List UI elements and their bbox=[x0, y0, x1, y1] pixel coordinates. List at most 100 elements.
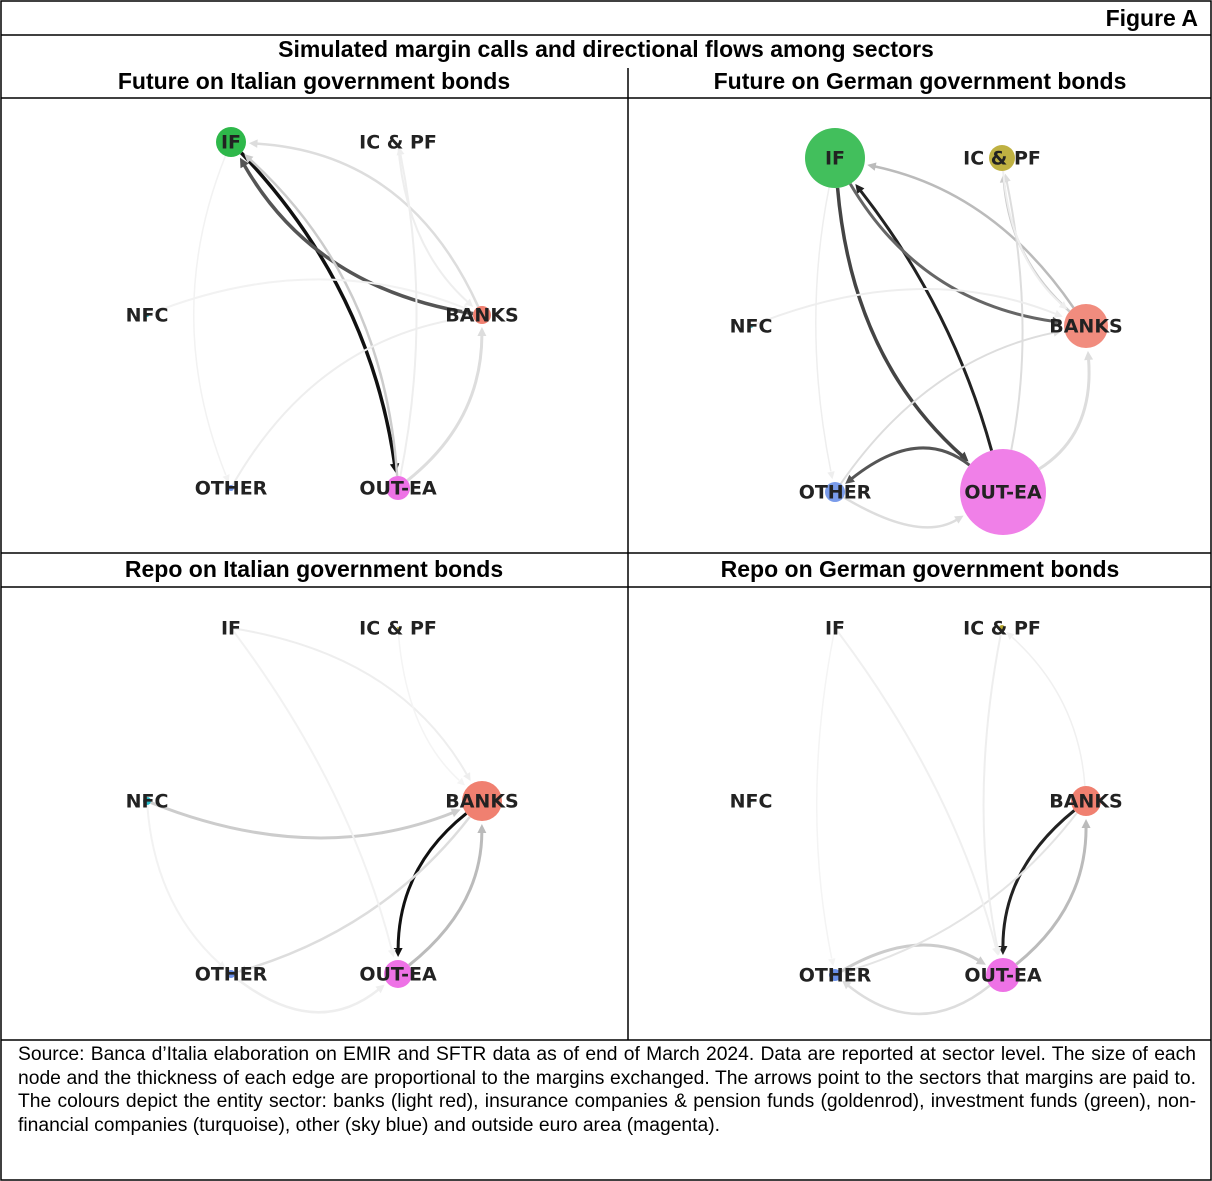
node bbox=[397, 627, 399, 629]
node-label: IC & PF bbox=[963, 618, 1041, 640]
edge bbox=[1002, 170, 1063, 305]
arrowhead bbox=[855, 184, 865, 194]
figure-label: Figure A bbox=[1105, 5, 1198, 31]
node bbox=[825, 482, 845, 502]
edge bbox=[249, 158, 399, 477]
node-label: NFC bbox=[730, 316, 773, 338]
arrowhead bbox=[828, 958, 836, 967]
node bbox=[829, 969, 841, 981]
node bbox=[216, 127, 246, 157]
edge bbox=[815, 187, 832, 472]
node bbox=[1064, 304, 1108, 348]
node-label: BANKS bbox=[1049, 316, 1123, 338]
node-label: IC & PF bbox=[359, 618, 437, 640]
node bbox=[384, 960, 412, 988]
arrowhead bbox=[845, 474, 855, 484]
edge bbox=[1038, 358, 1091, 471]
arrowhead bbox=[843, 966, 853, 974]
edge bbox=[150, 801, 454, 840]
edge bbox=[231, 317, 463, 486]
node bbox=[145, 313, 149, 317]
arrowhead bbox=[477, 326, 487, 337]
edge bbox=[408, 831, 484, 967]
node-label: NFC bbox=[126, 305, 169, 327]
arrowhead bbox=[248, 139, 258, 148]
node bbox=[227, 970, 235, 978]
node-label: NFC bbox=[126, 791, 169, 813]
source-note: Source: Banca d’Italia elaboration on EM… bbox=[18, 1044, 1196, 1136]
edge bbox=[834, 628, 997, 949]
edge bbox=[230, 628, 393, 951]
arrowhead bbox=[1058, 301, 1068, 310]
edge bbox=[399, 154, 418, 477]
arrowhead bbox=[992, 946, 1000, 956]
arrowhead bbox=[239, 157, 249, 169]
arrowhead bbox=[461, 314, 471, 323]
arrowhead bbox=[1051, 316, 1062, 326]
node bbox=[386, 476, 410, 500]
panel-title: Repo on Italian government bonds bbox=[124, 556, 504, 582]
figure-title: Simulated margin calls and directional f… bbox=[278, 36, 934, 62]
node-label: BANKS bbox=[445, 305, 519, 327]
edge bbox=[397, 143, 468, 303]
arrowhead bbox=[461, 303, 471, 312]
arrowhead bbox=[954, 515, 964, 524]
arrowhead bbox=[827, 471, 835, 480]
arrowhead bbox=[393, 947, 403, 958]
arrowhead bbox=[842, 980, 852, 990]
arrowhead bbox=[464, 298, 474, 307]
node-label: OUT-EA bbox=[964, 965, 1042, 987]
arrowhead bbox=[237, 965, 248, 974]
edge bbox=[240, 151, 397, 466]
edge bbox=[146, 804, 221, 965]
edge bbox=[231, 627, 468, 775]
node bbox=[749, 324, 753, 328]
node bbox=[473, 306, 491, 324]
node-label: OTHER bbox=[195, 478, 268, 500]
edge bbox=[1011, 636, 1086, 787]
edge bbox=[256, 142, 480, 308]
node-label: OTHER bbox=[799, 482, 872, 504]
arrowhead bbox=[222, 474, 230, 483]
node-label: OUT-EA bbox=[359, 964, 437, 986]
arrowhead bbox=[244, 154, 254, 164]
arrowhead bbox=[463, 772, 471, 782]
node bbox=[462, 781, 502, 821]
node bbox=[230, 627, 232, 629]
node-label: OUT-EA bbox=[359, 478, 437, 500]
arrowhead bbox=[1006, 632, 1015, 640]
node bbox=[960, 449, 1046, 535]
edge bbox=[397, 628, 460, 781]
edge bbox=[233, 975, 380, 1014]
edge bbox=[244, 816, 471, 971]
edge bbox=[193, 155, 227, 476]
arrowhead bbox=[1053, 310, 1063, 318]
panel-title: Repo on German government bonds bbox=[720, 556, 1120, 582]
arrowhead bbox=[456, 777, 465, 786]
edge bbox=[406, 334, 484, 482]
edge bbox=[848, 183, 1054, 323]
node-label: OUT-EA bbox=[964, 482, 1042, 504]
edge bbox=[752, 287, 1056, 327]
arrowhead bbox=[396, 146, 405, 156]
edge bbox=[850, 812, 1078, 971]
arrowhead bbox=[1084, 350, 1094, 361]
edge bbox=[874, 165, 1075, 309]
node-label: IF bbox=[221, 132, 241, 154]
edge bbox=[1015, 826, 1088, 966]
arrowhead bbox=[387, 948, 396, 958]
edge bbox=[842, 496, 958, 529]
node bbox=[989, 145, 1015, 171]
node-label: IC & PF bbox=[963, 148, 1041, 170]
edge bbox=[982, 630, 1003, 948]
node-label: IC & PF bbox=[359, 132, 437, 154]
edge bbox=[148, 278, 464, 316]
arrowhead bbox=[975, 956, 986, 965]
panel-title: Future on German government bonds bbox=[713, 68, 1127, 94]
node-label: IF bbox=[825, 618, 845, 640]
node bbox=[1071, 786, 1101, 816]
arrowhead bbox=[1052, 328, 1062, 337]
